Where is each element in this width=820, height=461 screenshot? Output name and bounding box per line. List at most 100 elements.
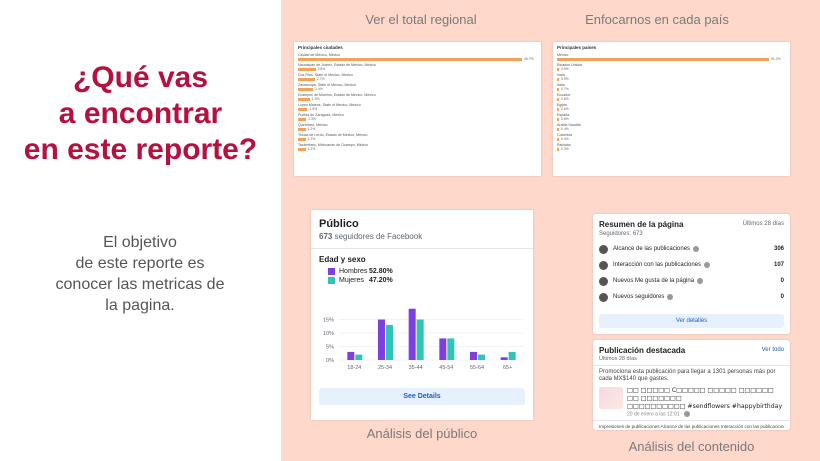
list-item: Puebla de Zaragoza, México 1.3%: [294, 113, 541, 123]
x-tick-label: 55-64: [470, 365, 484, 371]
globe-icon: [684, 411, 690, 417]
x-tick-label: 25-34: [378, 365, 392, 371]
globe-icon: [599, 244, 608, 254]
list-item-pct: 0.3%: [561, 147, 569, 151]
list-item-label: España: [557, 113, 570, 117]
summary-card: Resumen de la página Últimos 28 días Seg…: [593, 214, 790, 334]
bar-women-45-54: [447, 338, 455, 360]
list-item-bar: [298, 138, 306, 141]
list-item-label: Toluca de Lerdo, Estado de México, Méxic…: [298, 133, 368, 137]
info-icon[interactable]: [704, 262, 711, 268]
list-item: Colombia 0.4%: [553, 133, 790, 143]
list-item-label: Naucalpan de Juárez, Estado de México, M…: [298, 63, 376, 67]
summary-row[interactable]: Nuevos Me gusta de la página 0: [593, 273, 790, 289]
list-item: Estados Unidos 0.9%: [553, 63, 790, 73]
bar-men-45-54: [439, 338, 447, 360]
list-item: López Mateos, State of Mexico, Mexico 1.5…: [294, 103, 541, 113]
bar-women-65+: [508, 351, 516, 360]
list-item-pct: 1.2%: [307, 137, 316, 141]
bar-women-25-34: [386, 324, 393, 360]
list-item-pct: 1.2%: [307, 127, 316, 131]
list-item-label: Ecatepec de Morelos, Estado de México, M…: [298, 93, 376, 97]
list-item-pct: 0.9%: [561, 67, 569, 71]
list-item-pct: 91.2%: [771, 57, 781, 61]
info-icon[interactable]: [693, 246, 700, 252]
info-icon[interactable]: [697, 278, 704, 284]
list-item-bar: [557, 68, 560, 71]
list-item-bar: [557, 138, 559, 141]
women-swatch: [328, 277, 335, 284]
post-text-line1: □□ □□□□□ C□□□□□ □□□□□ □□□□□□ □□ □□□□□□□: [627, 387, 774, 402]
men-swatch: [328, 268, 335, 275]
x-tick-label: 18-24: [347, 365, 361, 371]
summary-title: Resumen de la página: [599, 220, 684, 229]
list-item-label: Pakistán: [557, 143, 571, 147]
countries-list: México 91.2% Estados Unidos 0.9% India 0.9% It…: [553, 53, 790, 153]
caption-regional: Ver el total regional: [365, 12, 477, 27]
list-item-bar: [298, 68, 316, 71]
inbox-icon: [599, 292, 608, 302]
list-item-label: López Mateos, State of Mexico, Mexico: [298, 103, 361, 107]
list-item-pct: 1.5%: [309, 107, 318, 111]
list-item: Ecuador 0.6%: [553, 93, 790, 103]
y-tick-label: 5%: [326, 345, 334, 351]
list-item-bar: [557, 98, 559, 101]
list-item-pct: 0.4%: [561, 127, 569, 131]
post-text-line2: □□□□□□□□□□ #sendflowers #happybirthday: [627, 403, 783, 410]
list-item-label: Colombia: [557, 133, 573, 137]
list-item-label: Zacamulpa, State of Mexico, Mexico: [298, 83, 356, 87]
caption-country: Enfocarnos en cada país: [585, 12, 729, 27]
list-item: Zacamulpa, State of Mexico, Mexico 2.4%: [294, 83, 541, 93]
list-item-label: Arabia Saudita: [557, 123, 581, 127]
summary-followers: Seguidores: 673: [599, 231, 643, 237]
right-panel: Ver el total regional Enfocarnos en cada…: [281, 0, 820, 461]
summary-row-label: Nuevos Me gusta de la página: [613, 278, 695, 284]
ver-detalles-button[interactable]: Ver detalles: [599, 314, 784, 328]
list-item-bar: [298, 78, 315, 81]
summary-row-label: Interacción con las publicaciones: [613, 262, 702, 268]
list-item-label: Querétaro, México: [298, 123, 328, 127]
list-item: Pakistán 0.3%: [553, 143, 790, 153]
summary-row[interactable]: Alcance de las publicaciones 306: [593, 241, 790, 257]
list-item: Arabia Saudita 0.4%: [553, 123, 790, 133]
list-item-label: Dos Ríos, State of Mexico, Mexico: [298, 73, 353, 77]
list-item-bar: [557, 108, 559, 111]
ver-todo-link[interactable]: Ver todo: [761, 347, 784, 353]
list-item-pct: 1.9%: [311, 97, 320, 101]
info-icon[interactable]: [667, 294, 674, 300]
list-item: Querétaro, México 1.2%: [294, 123, 541, 133]
y-tick-label: 0%: [326, 358, 334, 364]
summary-period: Últimos 28 días: [742, 221, 784, 227]
list-item: Dos Ríos, State of Mexico, Mexico 2.7%: [294, 73, 541, 83]
list-item: Naucalpan de Juárez, Estado de México, M…: [294, 63, 541, 73]
bar-men-25-34: [378, 319, 385, 360]
left-panel: ¿Qué vas a encontrar en este reporte? El…: [0, 0, 281, 461]
list-item: Italia 0.7%: [553, 83, 790, 93]
caption-content: Análisis del contenido: [628, 439, 755, 454]
list-item-bar: [298, 118, 307, 121]
list-item-label: México: [557, 53, 569, 57]
list-item: Tacámbaro, Michoacán de Ocampo, México 1.…: [294, 143, 541, 153]
list-item-pct: 0.6%: [561, 117, 569, 121]
list-item-pct: 0.6%: [561, 107, 569, 111]
post-metrics: Impresiones de publicaciones Alcance de …: [599, 424, 784, 430]
post-preview[interactable]: □□ □□□□□ C□□□□□ □□□□□ □□□□□□ □□ □□□□□□□ …: [599, 387, 784, 417]
summary-row-value: 0: [780, 294, 784, 300]
summary-row[interactable]: Interacción con las publicaciones 107: [593, 257, 790, 273]
cities-card: Principales ciudades Ciudad de México, M…: [294, 42, 541, 176]
list-item-label: Puebla de Zaragoza, México: [298, 113, 344, 117]
legend-men: Hombres 52.80%: [328, 268, 525, 275]
list-item-label: Tacámbaro, Michoacán de Ocampo, México: [298, 143, 369, 147]
list-item-label: Ecuador: [557, 93, 571, 97]
list-item-label: India: [557, 73, 565, 77]
see-details-button[interactable]: See Details: [319, 388, 525, 405]
summary-row-label: Alcance de las publicaciones: [613, 246, 691, 252]
list-item-pct: 2.4%: [315, 87, 323, 91]
report-title: ¿Qué vas a encontrar en este reporte?: [23, 61, 258, 166]
list-item-bar: [557, 88, 559, 91]
summary-row[interactable]: Nuevos seguidores 0: [593, 289, 790, 305]
audience-card: Público 673 seguidores de Facebook Edad …: [311, 210, 533, 420]
bar-men-18-24: [347, 351, 355, 360]
summary-row-value: 107: [773, 262, 784, 268]
list-item: Ecatepec de Morelos, Estado de México, M…: [294, 93, 541, 103]
